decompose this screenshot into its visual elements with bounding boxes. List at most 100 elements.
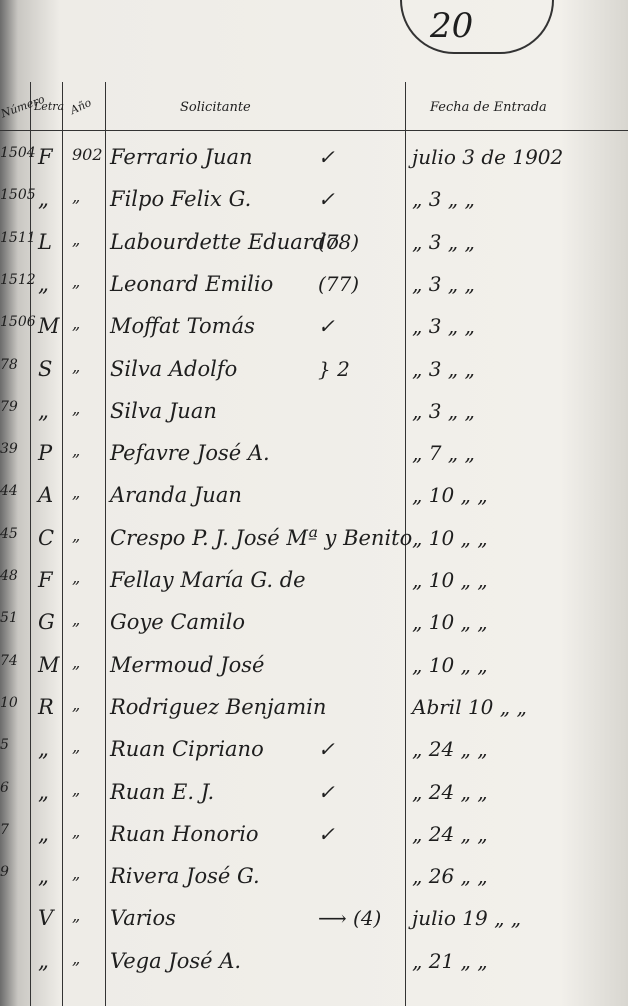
row-date: „ 24 „ „ [412, 779, 488, 804]
row-number: 5 [0, 737, 9, 754]
row-number: 9 [0, 864, 9, 881]
row-date: „ 3 „ „ [412, 356, 475, 381]
row-letter: G [38, 610, 55, 635]
header-rule [0, 130, 628, 131]
row-year: „ [72, 314, 81, 334]
row-number: 1504 [0, 145, 36, 161]
column-rule [405, 82, 406, 1006]
row-letter: „ [38, 271, 49, 296]
row-date: „ 10 „ „ [412, 610, 488, 635]
row-letter: P [38, 441, 53, 466]
row-year: „ [72, 652, 81, 672]
row-year: „ [72, 864, 81, 884]
row-date: „ 3 „ „ [412, 229, 475, 254]
row-year: „ [72, 694, 81, 714]
column-rule [62, 82, 63, 1006]
row-date: „ 7 „ „ [412, 441, 475, 466]
row-note: ⟶ (4) [318, 906, 382, 931]
row-date: „ 24 „ „ [412, 737, 488, 762]
row-note: } 2 [318, 356, 350, 381]
row-letter: „ [38, 187, 49, 212]
row-year: „ [72, 821, 81, 841]
row-number: 10 [0, 694, 18, 711]
row-applicant: Ruan Honorio [110, 821, 259, 846]
row-year: „ [72, 610, 81, 630]
row-letter: „ [38, 864, 49, 889]
row-year: „ [72, 441, 81, 461]
row-applicant: Moffat Tomás [110, 314, 255, 339]
row-applicant: Fellay María G. de [110, 568, 306, 592]
row-note: ✓ [318, 779, 335, 804]
row-applicant: Goye Camilo [110, 610, 245, 635]
row-note: (78) [318, 229, 360, 254]
row-letter: S [38, 356, 53, 381]
row-date: julio 3 de 1902 [412, 145, 564, 169]
row-applicant: Mermoud José [110, 652, 265, 677]
row-applicant: Labourdette Eduardo [110, 229, 339, 254]
row-letter: R [38, 694, 54, 719]
row-number: 1505 [0, 187, 36, 204]
row-note: (77) [318, 271, 360, 296]
row-year: „ [72, 568, 81, 587]
column-rule [105, 82, 106, 1006]
row-applicant: Ferrario Juan [110, 145, 253, 169]
header-applicant: Solicitante [180, 100, 251, 115]
row-note: ✓ [318, 314, 335, 339]
row-year: „ [72, 779, 81, 799]
row-letter: L [38, 229, 52, 254]
row-letter: M [38, 652, 60, 677]
header-date: Fecha de Entrada [430, 100, 547, 115]
row-year: „ [72, 271, 81, 291]
row-date: „ 10 „ „ [412, 483, 488, 508]
row-number: 74 [0, 652, 18, 669]
row-date: „ 26 „ „ [412, 864, 488, 889]
row-number: 39 [0, 441, 18, 458]
row-date: „ 3 „ „ [412, 314, 475, 339]
row-date: „ 3 „ „ [412, 271, 475, 296]
row-number: 7 [0, 821, 9, 838]
row-letter: „ [38, 779, 49, 804]
row-applicant: Ruan Cipriano [110, 737, 264, 762]
row-applicant: Pefavre José A. [110, 441, 270, 466]
row-date: julio 19 „ „ [412, 906, 522, 931]
row-applicant: Rodriguez Benjamin [110, 694, 327, 719]
row-number: 48 [0, 568, 18, 584]
row-year: „ [72, 737, 81, 757]
row-applicant: Leonard Emilio [110, 271, 274, 296]
row-year: „ [72, 483, 81, 503]
row-applicant: Aranda Juan [110, 483, 242, 508]
row-year: „ [72, 229, 81, 249]
row-note: ✓ [318, 187, 335, 212]
row-applicant: Crespo P. J. José Mª y Benito [110, 525, 413, 550]
row-number: 51 [0, 610, 18, 627]
row-number: 1506 [0, 314, 36, 331]
row-date: „ 21 „ „ [412, 948, 488, 973]
header-year: Año [68, 96, 94, 117]
row-applicant: Ruan E. J. [110, 779, 215, 804]
row-applicant: Filpo Felix G. [110, 187, 252, 212]
row-year: „ [72, 356, 81, 376]
row-applicant: Varios [110, 906, 176, 931]
row-number: 78 [0, 356, 18, 373]
row-date: „ 3 „ „ [412, 398, 475, 423]
row-number: 1511 [0, 229, 36, 246]
row-number: 6 [0, 779, 9, 796]
row-note: ✓ [318, 737, 335, 762]
row-letter: A [38, 483, 54, 508]
row-letter: „ [38, 398, 49, 423]
row-number: 1512 [0, 271, 36, 288]
row-year: „ [72, 187, 81, 207]
row-year: „ [72, 948, 81, 968]
row-number: 44 [0, 483, 18, 500]
row-year: 902 [72, 145, 103, 164]
row-note: ✓ [318, 145, 335, 169]
row-applicant: Rivera José G. [110, 864, 260, 889]
row-letter: F [38, 568, 53, 592]
row-letter: V [38, 906, 54, 931]
header-letter: Letra [34, 100, 65, 113]
row-date: Abril 10 „ „ [412, 694, 527, 719]
page-number: 20 [430, 6, 474, 46]
row-letter: M [38, 314, 60, 339]
row-year: „ [72, 398, 81, 418]
